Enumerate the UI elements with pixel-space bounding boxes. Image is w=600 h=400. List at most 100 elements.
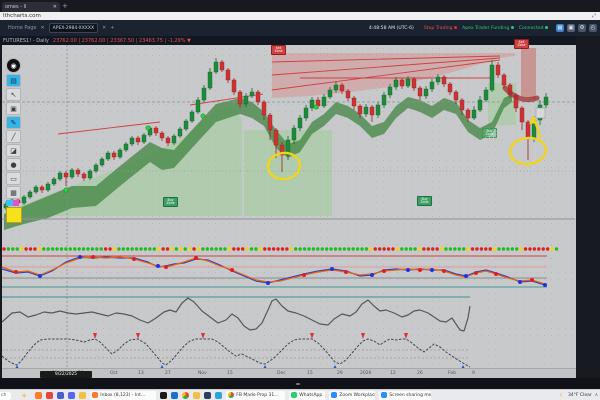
tab-title: omes - li [5,4,27,10]
home-page-link[interactable]: Home Page [8,25,37,31]
browser-tab-bar: omes - li ✕ + [0,0,600,12]
taskbar-window-zoom[interactable]: Zoom Workplace [329,390,376,400]
weather-temp[interactable]: 34°F Clear [567,393,592,398]
logo-icon[interactable]: ◉ [6,58,21,73]
right-edge-strip [576,36,600,378]
taskbar-window-label: Screen sharing me… [389,392,432,398]
url-text: lthcharts.com [3,12,41,19]
line-tool-icon[interactable]: ╱ [6,130,21,143]
shape-tool-icon[interactable]: ▭ [6,172,21,185]
settings-icon[interactable]: ⚙ [578,24,586,32]
status-dot [545,25,548,29]
night-mode-icon[interactable]: ☾ [559,392,565,399]
symbol-bar: FUTURES1! - Daily 23762.00 | 23762.00 | … [0,36,576,45]
app-toolbar: Home Page ✕ APEX-2984-XXXXX ✕ + 4:48:58 … [0,20,600,36]
whatsapp-icon[interactable] [291,392,298,398]
chat-icon[interactable]: ▣ [567,24,575,32]
clock: 4:48:58 AM (UTC-6) [368,25,414,31]
status-connected: Connected [519,25,548,31]
crosshair-date-tooltip: 9/22/2025 [40,371,92,378]
taskbar-window-label: Inbox (8,123) - Int… [100,392,146,398]
edge-icon[interactable] [215,392,223,399]
swatch-1[interactable] [12,200,19,206]
brave-icon[interactable] [46,392,54,399]
files-icon[interactable] [193,392,201,399]
discord-icon[interactable] [68,392,76,399]
account-close-icon[interactable]: ✕ [102,25,107,31]
bottom-strip [0,378,600,389]
app-navy-icon[interactable] [204,392,212,399]
axis-tick-12: 12 [390,370,396,376]
status-apex-trader-funding: Apex Trader Funding [462,25,514,31]
screenshot-tool-icon[interactable]: ▣ [6,102,21,115]
axis-tick-15: 15 [307,370,313,376]
chart-background[interactable] [2,45,576,368]
taskbar-window-label: FB Made Prop 31… [236,392,279,398]
axis-tick-29: 29 [337,370,343,376]
taskbar-window-firefox[interactable]: Inbox (8,123) - Int… [90,390,157,400]
chrome-icon[interactable] [228,392,235,398]
panel-grip[interactable] [296,383,300,385]
status-stop-trading: Stop Trading [424,25,458,31]
folder-icon[interactable] [79,392,87,399]
opera-icon[interactable] [160,392,168,399]
tray-chevron-icon[interactable]: ∧ [594,393,598,398]
axis-tick-Nov: Nov [198,370,207,376]
axis-tick-9: 9 [472,370,475,376]
taskbar-items: Inbox (8,123) - Int… FB Made Prop 31… What… [35,390,432,400]
zoom-icon[interactable] [331,392,338,398]
windows-taskbar: ch ☀ Inbox (8,123) - Int… FB Made Prop 31… [0,389,600,400]
trash-tool-icon[interactable]: ▦ [6,186,21,199]
chart-tool-icon[interactable]: ▤ [6,74,21,87]
new-tab-button[interactable]: + [62,2,68,10]
drawing-toolbar: ◉ ▤ ↖ ▣ ✎ ╱ ◪ ● ▭ ▦ [6,58,22,223]
tab-close-icon[interactable]: ✕ [52,4,57,10]
buy-zone-label: Buy Zone [482,128,497,138]
teams-icon[interactable] [57,392,65,399]
taskbar-window-chrome[interactable]: FB Made Prop 31… [226,390,286,400]
apps-icon[interactable]: ▦ [556,24,564,32]
address-bar[interactable] [0,12,600,20]
search-box-fragment[interactable]: ch [0,391,11,400]
app-blue-icon[interactable] [171,392,179,399]
expand-icon[interactable]: ⤢ [591,12,596,19]
axis-tick-2026: 2026 [360,370,372,376]
axis-tick-Oct: Oct [110,370,118,376]
taskbar-window-label: WhatsApp [299,392,323,398]
add-tab-button[interactable]: + [110,25,115,31]
taskbar-window-whatsapp[interactable]: WhatsApp [289,390,326,400]
weather-icon[interactable]: ☀ [21,391,28,400]
sell-zone-label: Sell Zone [271,45,286,55]
sell-zone-label: Sell Zone [514,39,529,49]
axis-tick-Feb: Feb [448,370,456,376]
cursor-tool-icon[interactable]: ↖ [6,88,21,101]
account-tab[interactable]: APEX-2984-XXXXX [48,23,99,33]
taskbar-window-zoom[interactable]: Screen sharing me… [379,390,432,400]
browser-tab[interactable]: omes - li ✕ [2,2,60,12]
profile-icon[interactable]: ◴ [589,24,597,32]
firefox-icon[interactable] [35,392,43,399]
zoom-icon[interactable] [381,392,388,398]
axis-tick-15: 15 [227,370,233,376]
active-color-swatch[interactable] [6,207,22,223]
color-swatches [6,200,21,206]
chrome-icon[interactable] [182,392,190,399]
draw-tool-icon[interactable]: ✎ [6,116,21,129]
buy-zone-label: Buy Zone [163,197,178,207]
axis-tick-Dec: Dec [277,370,286,376]
status-group: Stop Trading Apex Trader Funding Connected [419,25,548,31]
axis-tick-26: 26 [417,370,423,376]
axis-tick-13: 13 [138,370,144,376]
symbol-name[interactable]: FUTURES1! - Daily [3,37,49,44]
eraser-tool-icon[interactable]: ◪ [6,144,21,157]
firefox-icon[interactable] [92,392,99,398]
left-edge-strip [0,36,2,378]
status-dot [510,25,514,29]
buy-zone-label: Buy Zone [417,196,432,206]
system-tray: ☾ 34°F Clear ∧ [560,392,598,399]
home-close-icon[interactable]: ✕ [40,25,45,31]
dot-tool-icon[interactable]: ● [6,158,21,171]
ohlc-values: 23762.00 | 23762.00 | 23367.50 | 23463.7… [52,37,191,44]
taskbar-window-label: Zoom Workplace [339,392,376,398]
